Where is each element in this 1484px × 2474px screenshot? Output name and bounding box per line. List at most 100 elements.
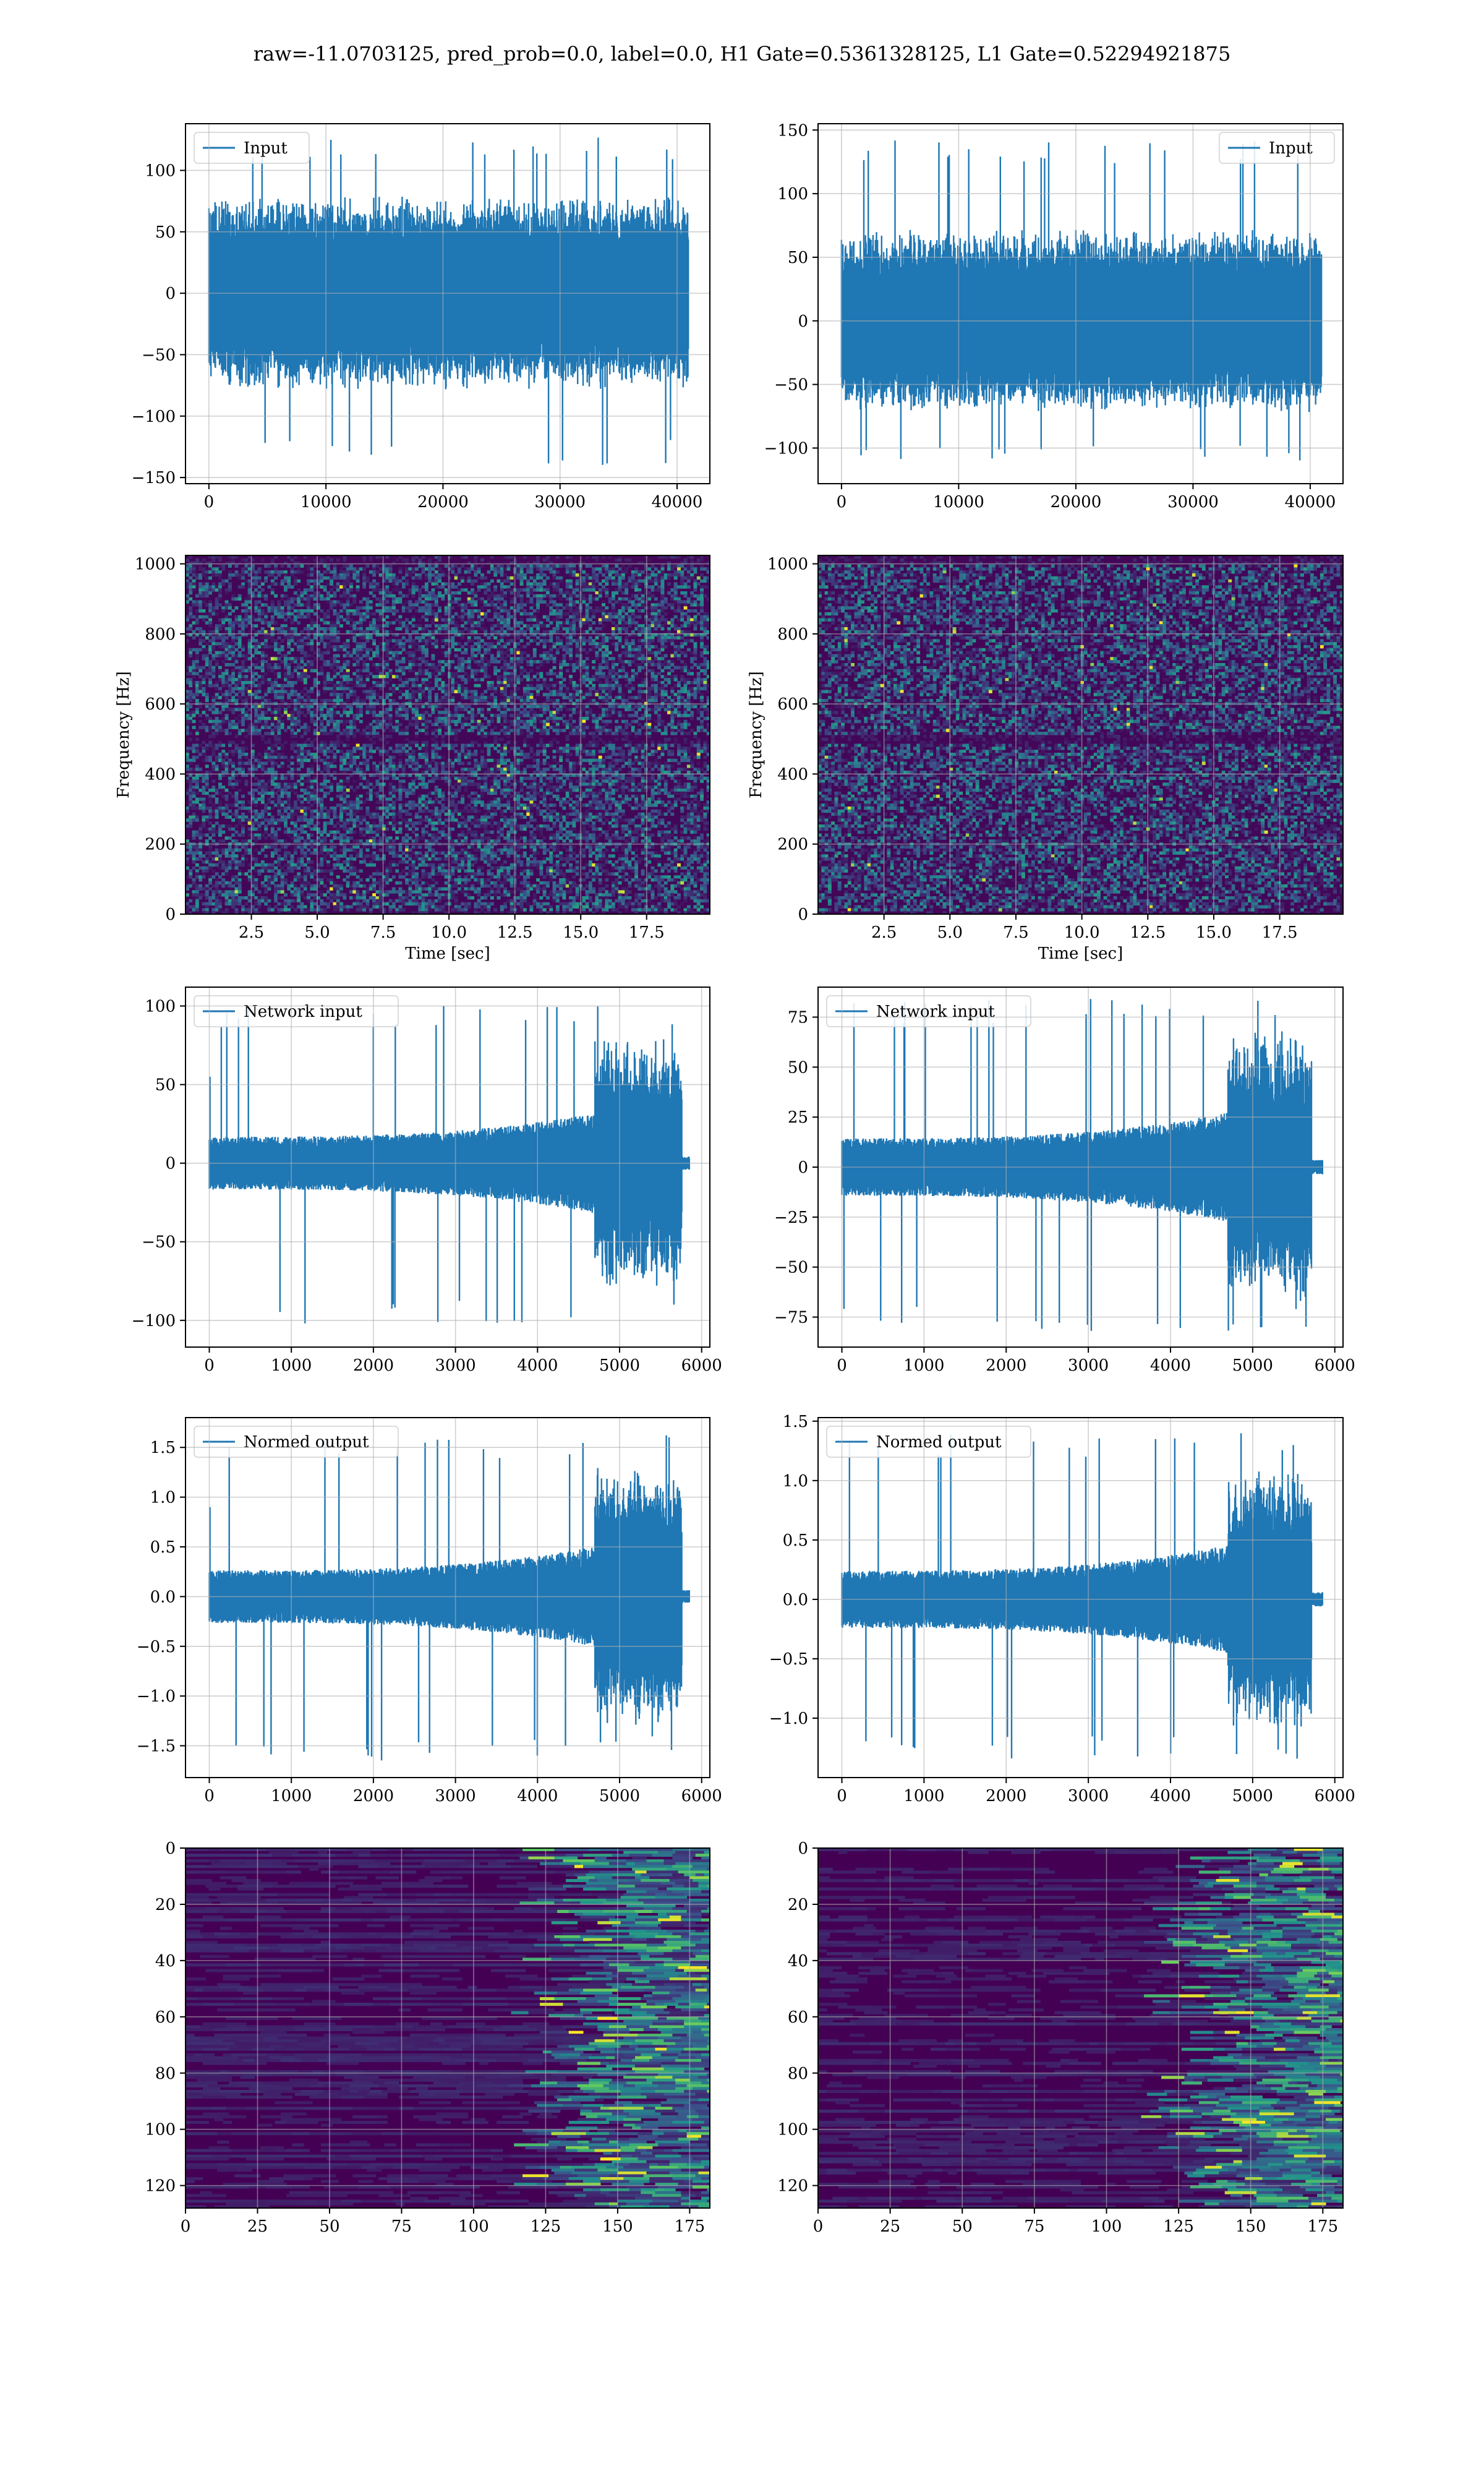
- y-tick-label: 100: [145, 161, 176, 180]
- y-tick-label: 400: [777, 765, 808, 784]
- y-tick-label: 0: [798, 1839, 808, 1858]
- x-tick-label: 2000: [986, 1356, 1026, 1375]
- x-tick-label: 75: [1024, 2217, 1044, 2236]
- y-tick-label: 60: [788, 2008, 808, 2027]
- figure-title: raw=-11.0703125, pred_prob=0.0, label=0.…: [0, 42, 1484, 66]
- h1-spectrogram-cells: [186, 555, 710, 915]
- l1-network-input-grid: [818, 987, 1343, 1347]
- y-tick-label: −1.0: [769, 1710, 808, 1728]
- l1-input-frame: [817, 123, 1344, 484]
- x-tick-label: 0: [837, 493, 847, 511]
- h1-feature-map-cells: [186, 1848, 710, 2209]
- y-tick-label: 0: [165, 1839, 176, 1858]
- h1-input-grid: [186, 124, 710, 484]
- y-axis-label: Frequency [Hz]: [114, 671, 133, 798]
- x-tick-label: 20000: [417, 493, 469, 511]
- x-tick-label: 12.5: [1130, 923, 1166, 942]
- l1-input-grid: [818, 124, 1343, 484]
- y-tick-label: 600: [777, 695, 808, 714]
- x-tick-label: 3000: [435, 1356, 476, 1375]
- x-tick-label: 50: [952, 2217, 973, 2236]
- l1-network-input-series-line: [841, 999, 1323, 1331]
- x-tick-label: 3000: [435, 1787, 476, 1805]
- legend-label: Input: [244, 139, 288, 158]
- x-tick-label: 25: [247, 2217, 268, 2236]
- legend-label: Network input: [876, 1003, 995, 1021]
- h1-input-panel: Input 0 10000 20000 30000 40000 −150 −100 −50 0 50…: [132, 123, 710, 511]
- x-tick-label: 1000: [271, 1356, 312, 1375]
- y-tick-label: 60: [155, 2008, 176, 2027]
- y-tick-label: −75: [774, 1309, 808, 1327]
- legend-box: [826, 995, 1031, 1027]
- x-tick-label: 12.5: [497, 923, 533, 942]
- x-tick-label: 100: [458, 2217, 489, 2236]
- l1-spectrogram-frame: [817, 555, 1344, 915]
- y-tick-label: 0: [165, 905, 176, 924]
- h1-spectrogram-panel: 2.5 5.0 7.5 10.0 12.5 15.0 17.5 0 200 400 600 800 10…: [114, 555, 710, 963]
- x-tick-label: 15.0: [563, 923, 599, 942]
- y-tick-label: 200: [145, 836, 176, 854]
- y-tick-label: −1.5: [137, 1737, 176, 1756]
- y-tick-label: −0.5: [769, 1650, 808, 1669]
- legend-box: [194, 995, 399, 1027]
- l1-normed-output-panel: Normed output 0 1000 2000 3000 4000 5000 6000 −1…: [769, 1413, 1355, 1805]
- y-tick-label: 120: [145, 2177, 176, 2196]
- x-tick-label: 0: [204, 493, 215, 511]
- x-tick-label: 17.5: [629, 923, 665, 942]
- y-tick-label: 1000: [135, 555, 176, 574]
- x-tick-label: 4000: [517, 1787, 558, 1805]
- y-tick-label: 100: [777, 185, 808, 203]
- x-tick-label: 3000: [1068, 1787, 1109, 1805]
- x-tick-label: 40000: [652, 493, 703, 511]
- x-tick-label: 175: [675, 2217, 706, 2236]
- legend-label: Network input: [244, 1003, 362, 1021]
- x-tick-label: 50: [319, 2217, 339, 2236]
- x-tick-label: 150: [602, 2217, 633, 2236]
- h1-spectrogram-frame: [185, 555, 710, 915]
- l1-feature-map-grid: [817, 1847, 1343, 2208]
- x-tick-label: 2.5: [239, 923, 264, 942]
- h1-feature-map-panel: 0 25 50 75 100 125 150 175 0 20 40 60 80 100 120: [145, 1839, 710, 2236]
- h1-input-frame: [185, 123, 710, 484]
- x-tick-label: 0: [204, 1356, 215, 1375]
- x-tick-label: 75: [391, 2217, 412, 2236]
- l1-feature-map-frame: [817, 1847, 1344, 2209]
- y-tick-label: −50: [142, 346, 176, 364]
- l1-input-panel: Input 0 10000 20000 30000 40000 −100 −50 0 50 100 1…: [764, 121, 1344, 511]
- x-tick-label: 5000: [599, 1356, 640, 1375]
- x-tick-label: 125: [531, 2217, 561, 2236]
- y-tick-label: −25: [774, 1209, 808, 1227]
- l1-normed-output-series-line: [841, 1433, 1323, 1759]
- x-tick-label: 20000: [1051, 493, 1102, 511]
- x-tick-label: 150: [1235, 2217, 1266, 2236]
- h1-normed-output-frame: [185, 1417, 710, 1778]
- y-tick-label: 1.5: [783, 1413, 808, 1431]
- x-tick-label: 15.0: [1196, 923, 1232, 942]
- y-tick-label: 80: [155, 2065, 176, 2083]
- y-tick-label: 20: [155, 1896, 176, 1914]
- x-tick-label: 125: [1163, 2217, 1194, 2236]
- y-tick-label: 50: [788, 1058, 808, 1077]
- x-tick-label: 1000: [903, 1356, 944, 1375]
- x-axis-label: Time [sec]: [1038, 944, 1124, 963]
- y-axis-label: Frequency [Hz]: [747, 671, 765, 798]
- x-tick-label: 10.0: [431, 923, 467, 942]
- y-tick-label: −1.0: [137, 1687, 176, 1706]
- y-tick-label: 0.0: [150, 1588, 176, 1606]
- x-tick-label: 6000: [681, 1787, 722, 1805]
- x-tick-label: 2000: [353, 1787, 394, 1805]
- y-tick-label: 0.5: [783, 1531, 808, 1550]
- legend-box: [1219, 132, 1335, 164]
- x-tick-label: 100: [1091, 2217, 1122, 2236]
- x-tick-label: 5.0: [937, 923, 963, 942]
- y-tick-label: 100: [145, 997, 176, 1016]
- y-tick-label: 0: [165, 285, 176, 303]
- x-tick-label: 10000: [933, 493, 984, 511]
- x-tick-label: 17.5: [1262, 923, 1298, 942]
- x-tick-label: 2000: [353, 1356, 394, 1375]
- l1-input-series-line: [840, 140, 1323, 461]
- x-tick-label: 1000: [271, 1787, 312, 1805]
- x-tick-label: 5000: [1232, 1787, 1273, 1805]
- x-tick-label: 0: [181, 2217, 191, 2236]
- x-tick-label: 4000: [517, 1356, 558, 1375]
